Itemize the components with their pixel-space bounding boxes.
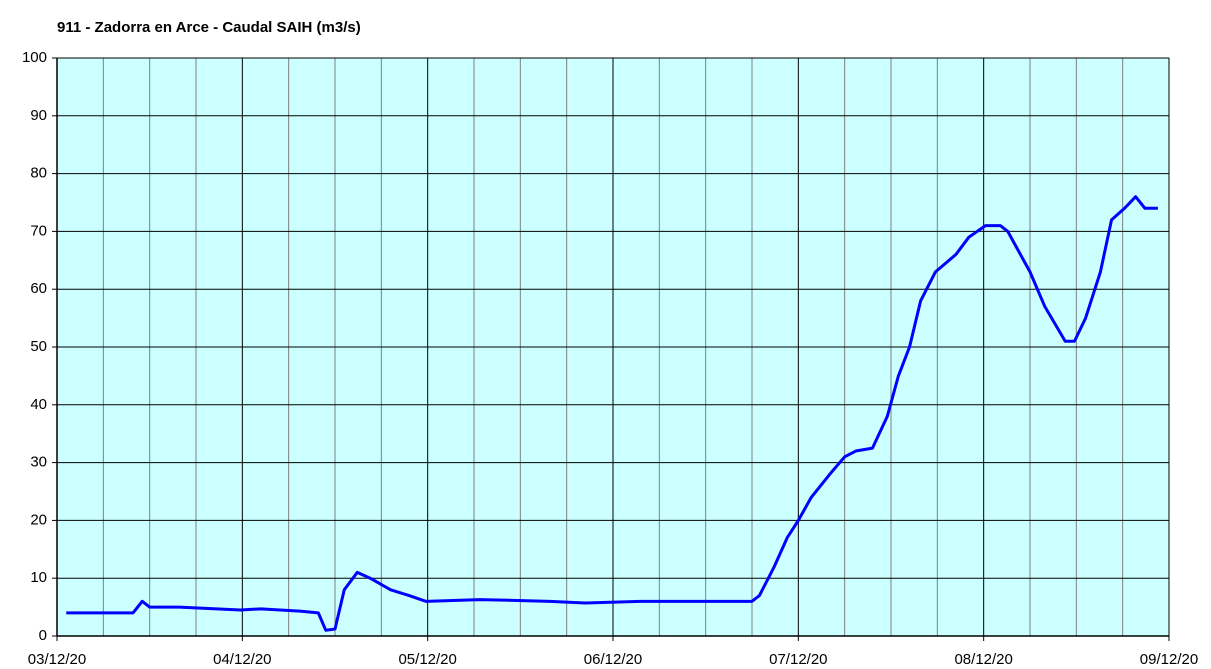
y-tick-label: 10 xyxy=(30,569,47,586)
x-tick-label: 07/12/20 xyxy=(769,651,827,668)
x-tick-label: 08/12/20 xyxy=(954,651,1012,668)
y-tick-label: 80 xyxy=(30,165,47,182)
y-tick-label: 40 xyxy=(30,396,47,413)
y-tick-label: 0 xyxy=(39,627,47,644)
y-tick-label: 50 xyxy=(30,338,47,355)
y-tick-label: 70 xyxy=(30,222,47,239)
x-tick-label: 03/12/20 xyxy=(28,651,86,668)
y-tick-label: 20 xyxy=(30,511,47,528)
x-tick-label: 04/12/20 xyxy=(213,651,271,668)
y-tick-label: 90 xyxy=(30,107,47,124)
x-tick-label: 09/12/20 xyxy=(1140,651,1198,668)
x-tick-label: 06/12/20 xyxy=(584,651,642,668)
chart-title: 911 - Zadorra en Arce - Caudal SAIH (m3/… xyxy=(57,19,361,36)
line-series xyxy=(66,195,1158,632)
y-tick-label: 60 xyxy=(30,280,47,297)
x-tick-label: 05/12/20 xyxy=(398,651,456,668)
y-tick-label: 100 xyxy=(22,49,47,66)
y-tick-label: 30 xyxy=(30,454,47,471)
